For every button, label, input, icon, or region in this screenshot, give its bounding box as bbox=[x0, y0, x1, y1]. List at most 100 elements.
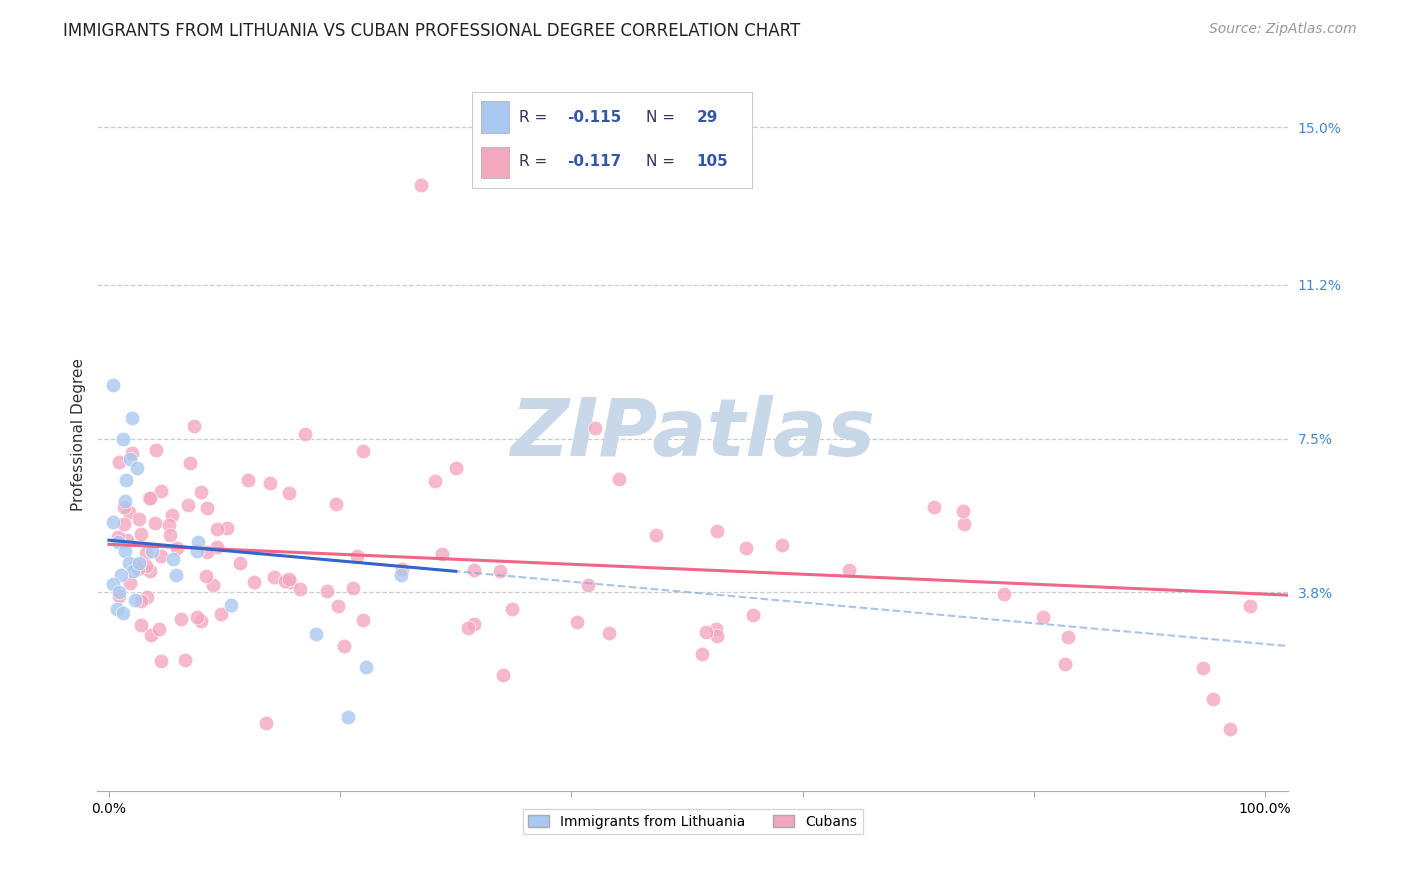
Point bbox=[706, 524, 728, 539]
Point bbox=[598, 625, 620, 640]
Point bbox=[173, 653, 195, 667]
Point bbox=[127, 460, 149, 475]
Point bbox=[277, 572, 299, 586]
Point bbox=[114, 493, 136, 508]
Point bbox=[138, 565, 160, 579]
Point bbox=[690, 647, 713, 661]
Point bbox=[127, 562, 149, 576]
Point bbox=[186, 610, 208, 624]
Point bbox=[217, 521, 239, 535]
Point bbox=[125, 558, 148, 572]
Point bbox=[263, 570, 285, 584]
Point bbox=[107, 530, 129, 544]
Point bbox=[342, 582, 364, 596]
Point bbox=[159, 528, 181, 542]
Point bbox=[352, 613, 374, 627]
Point bbox=[108, 585, 131, 599]
Point bbox=[177, 498, 200, 512]
Point bbox=[110, 568, 132, 582]
Point bbox=[183, 419, 205, 434]
Point bbox=[128, 512, 150, 526]
Text: Source: ZipAtlas.com: Source: ZipAtlas.com bbox=[1209, 22, 1357, 37]
Point bbox=[121, 564, 143, 578]
Point bbox=[135, 546, 157, 560]
Point bbox=[278, 575, 301, 590]
Point bbox=[103, 377, 125, 392]
Point bbox=[922, 500, 945, 514]
Point bbox=[953, 517, 976, 532]
Point bbox=[195, 500, 218, 515]
Point bbox=[274, 574, 297, 589]
Point bbox=[354, 659, 377, 673]
Point bbox=[169, 611, 191, 625]
Point bbox=[391, 562, 413, 576]
Point bbox=[565, 615, 588, 630]
Point bbox=[101, 515, 124, 529]
Point bbox=[101, 576, 124, 591]
Point bbox=[492, 667, 515, 681]
Point bbox=[236, 473, 259, 487]
Point bbox=[409, 178, 432, 193]
Point bbox=[278, 486, 301, 500]
Point bbox=[346, 549, 368, 563]
Point bbox=[1053, 657, 1076, 671]
Point bbox=[136, 590, 159, 604]
Point bbox=[333, 639, 356, 653]
Point bbox=[706, 629, 728, 643]
Point bbox=[143, 516, 166, 530]
Point bbox=[219, 598, 242, 612]
Point bbox=[337, 709, 360, 723]
Point bbox=[326, 599, 349, 614]
Point bbox=[197, 545, 219, 559]
Point bbox=[243, 574, 266, 589]
Point bbox=[149, 484, 172, 499]
Point bbox=[179, 456, 201, 470]
Point bbox=[120, 452, 142, 467]
Point bbox=[430, 548, 453, 562]
Point bbox=[1202, 691, 1225, 706]
Legend: Immigrants from Lithuania, Cubans: Immigrants from Lithuania, Cubans bbox=[523, 809, 863, 834]
Point bbox=[734, 541, 756, 555]
Point bbox=[118, 505, 141, 519]
Point bbox=[129, 617, 152, 632]
Point bbox=[1219, 722, 1241, 736]
Point bbox=[1191, 661, 1213, 675]
Point bbox=[229, 556, 252, 570]
Point bbox=[139, 627, 162, 641]
Point bbox=[139, 491, 162, 505]
Point bbox=[150, 654, 173, 668]
Point bbox=[124, 593, 146, 607]
Point bbox=[190, 614, 212, 628]
Point bbox=[114, 543, 136, 558]
Point bbox=[463, 563, 485, 577]
Point bbox=[607, 472, 630, 486]
Point bbox=[186, 543, 208, 558]
Point bbox=[105, 601, 128, 615]
Point bbox=[352, 444, 374, 458]
Point bbox=[112, 516, 135, 531]
Point bbox=[128, 556, 150, 570]
Point bbox=[148, 622, 170, 636]
Point bbox=[489, 564, 512, 578]
Point bbox=[325, 497, 347, 511]
Point bbox=[1239, 599, 1261, 614]
Point bbox=[187, 535, 209, 549]
Point bbox=[316, 584, 339, 599]
Point bbox=[576, 578, 599, 592]
Point bbox=[120, 576, 142, 591]
Point bbox=[305, 626, 328, 640]
Point bbox=[952, 504, 974, 518]
Point bbox=[162, 552, 184, 566]
Point bbox=[129, 594, 152, 608]
Point bbox=[389, 568, 412, 582]
Point bbox=[157, 518, 180, 533]
Point bbox=[135, 559, 157, 574]
Point bbox=[501, 602, 523, 616]
Point bbox=[107, 455, 129, 469]
Text: IMMIGRANTS FROM LITHUANIA VS CUBAN PROFESSIONAL DEGREE CORRELATION CHART: IMMIGRANTS FROM LITHUANIA VS CUBAN PROFE… bbox=[63, 22, 800, 40]
Point bbox=[205, 522, 228, 536]
Point bbox=[704, 622, 727, 636]
Point bbox=[114, 473, 136, 487]
Point bbox=[118, 556, 141, 570]
Y-axis label: Professional Degree: Professional Degree bbox=[72, 358, 86, 511]
